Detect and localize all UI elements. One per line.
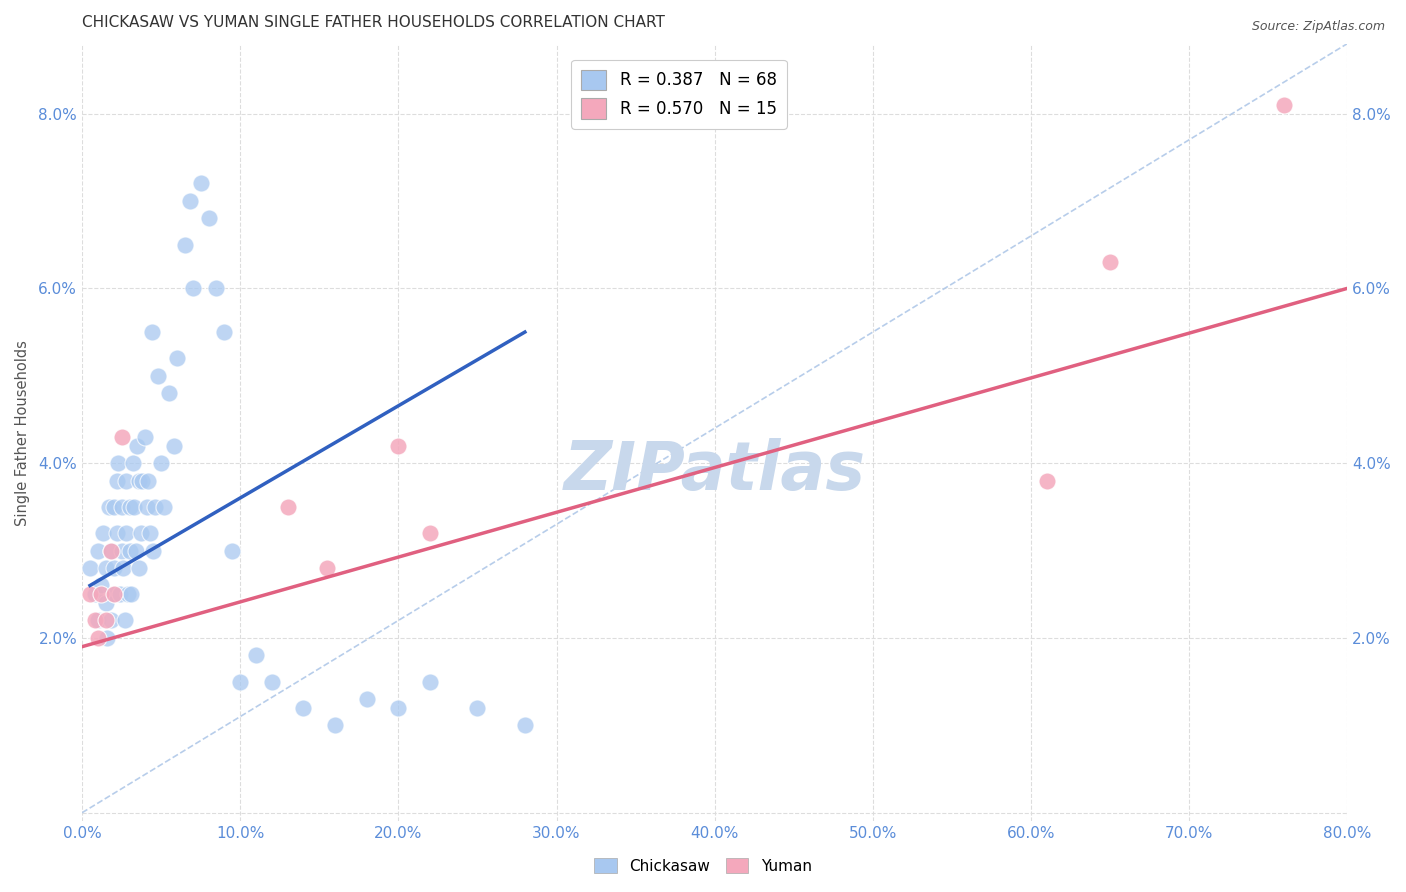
Point <box>128 474 150 488</box>
Point <box>153 500 176 514</box>
Point <box>125 543 148 558</box>
Text: ZIPatlas: ZIPatlas <box>564 439 866 505</box>
Point <box>118 543 141 558</box>
Point <box>110 500 132 514</box>
Point <box>138 474 160 488</box>
Point <box>120 587 142 601</box>
Point <box>142 543 165 558</box>
Point <box>100 614 122 628</box>
Point <box>103 561 125 575</box>
Point <box>117 587 139 601</box>
Point <box>105 474 128 488</box>
Point <box>83 614 105 628</box>
Point <box>292 701 315 715</box>
Legend: Chickasaw, Yuman: Chickasaw, Yuman <box>588 852 818 880</box>
Point <box>108 587 131 601</box>
Point <box>179 194 201 208</box>
Point <box>245 648 267 663</box>
Point <box>173 237 195 252</box>
Point <box>131 474 153 488</box>
Point <box>79 561 101 575</box>
Point <box>190 177 212 191</box>
Point <box>100 543 122 558</box>
Point <box>163 439 186 453</box>
Point <box>114 614 136 628</box>
Point <box>513 718 536 732</box>
Point <box>107 456 129 470</box>
Point <box>323 718 346 732</box>
Point <box>197 211 219 226</box>
Text: Source: ZipAtlas.com: Source: ZipAtlas.com <box>1251 20 1385 33</box>
Point <box>387 701 409 715</box>
Point <box>122 500 145 514</box>
Text: CHICKASAW VS YUMAN SINGLE FATHER HOUSEHOLDS CORRELATION CHART: CHICKASAW VS YUMAN SINGLE FATHER HOUSEHO… <box>82 15 665 30</box>
Point <box>146 368 169 383</box>
Point <box>467 701 489 715</box>
Point <box>91 526 114 541</box>
Point <box>1099 255 1122 269</box>
Point <box>83 587 105 601</box>
Point <box>118 500 141 514</box>
Point <box>105 526 128 541</box>
Point <box>87 614 110 628</box>
Point <box>387 439 409 453</box>
Point <box>115 474 138 488</box>
Point <box>87 631 110 645</box>
Point <box>87 543 110 558</box>
Point <box>316 561 339 575</box>
Point <box>181 281 204 295</box>
Point <box>94 596 117 610</box>
Point <box>79 587 101 601</box>
Point <box>135 500 157 514</box>
Point <box>205 281 228 295</box>
Point <box>104 587 127 601</box>
Point <box>100 543 122 558</box>
Point <box>1036 474 1059 488</box>
Point <box>112 561 135 575</box>
Point <box>103 500 125 514</box>
Point <box>229 674 252 689</box>
Point <box>260 674 283 689</box>
Point <box>97 500 120 514</box>
Point <box>94 561 117 575</box>
Point <box>1272 98 1295 112</box>
Point <box>143 500 166 514</box>
Point <box>356 692 378 706</box>
Point <box>419 674 441 689</box>
Point <box>110 430 132 444</box>
Point <box>128 561 150 575</box>
Point <box>94 614 117 628</box>
Point <box>139 526 162 541</box>
Point <box>129 526 152 541</box>
Point <box>166 351 188 366</box>
Point <box>277 500 299 514</box>
Y-axis label: Single Father Households: Single Father Households <box>15 340 30 525</box>
Point <box>96 631 118 645</box>
Point <box>150 456 173 470</box>
Point <box>121 456 143 470</box>
Point <box>110 543 132 558</box>
Point <box>157 386 180 401</box>
Point <box>90 578 112 592</box>
Point <box>214 325 236 339</box>
Point <box>141 325 163 339</box>
Legend: R = 0.387   N = 68, R = 0.570   N = 15: R = 0.387 N = 68, R = 0.570 N = 15 <box>571 60 786 128</box>
Point <box>103 587 125 601</box>
Point <box>419 526 441 541</box>
Point <box>115 526 138 541</box>
Point <box>134 430 156 444</box>
Point <box>127 439 149 453</box>
Point <box>221 543 243 558</box>
Point <box>90 587 112 601</box>
